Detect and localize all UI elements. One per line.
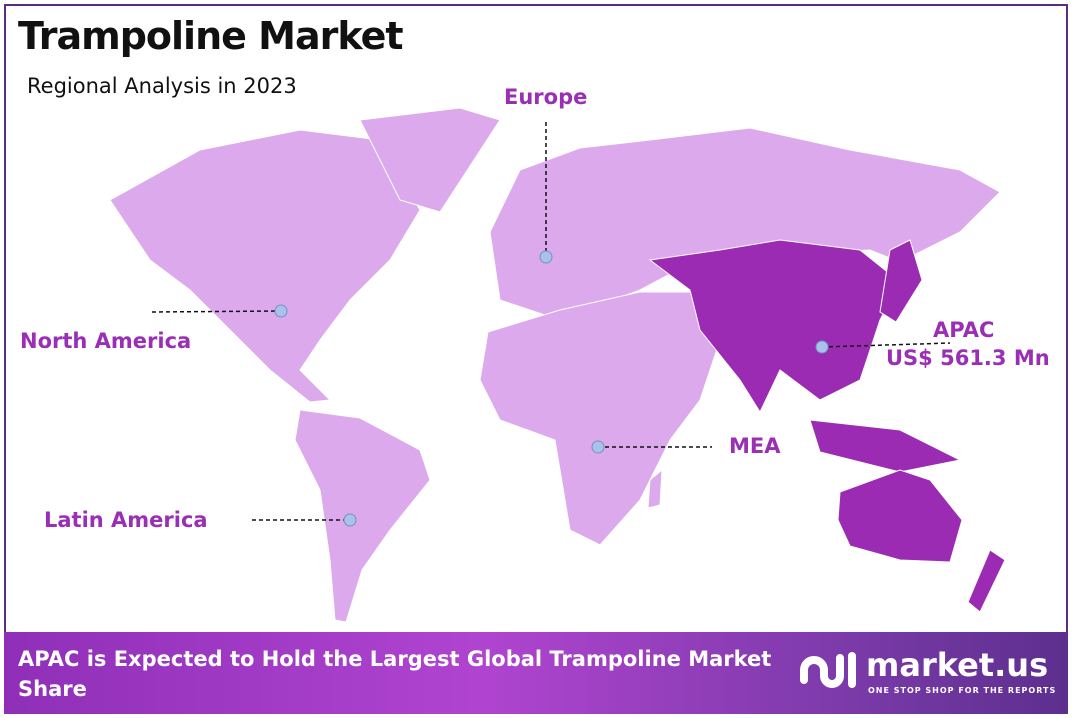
region-apac: [648, 239, 1006, 613]
marker-mea: [591, 440, 605, 454]
region-north-america: [109, 129, 421, 403]
logo-icon: [800, 652, 856, 688]
label-europe: Europe: [504, 85, 588, 109]
label-mea: MEA: [729, 434, 781, 458]
footer-text: APAC is Expected to Hold the Largest Glo…: [18, 647, 772, 701]
label-latin-america: Latin America: [44, 508, 208, 532]
marker-apac: [815, 340, 829, 354]
label-apac-value: US$ 561.3 Mn: [886, 346, 1050, 370]
marker-latin-america: [343, 513, 357, 527]
region-mea: [479, 291, 721, 546]
footer-banner: APAC is Expected to Hold the Largest Glo…: [4, 632, 1068, 714]
marker-europe: [539, 250, 553, 264]
region-latin-america: [294, 409, 431, 623]
region-greenland: [359, 107, 501, 213]
label-north-america: North America: [20, 329, 192, 353]
page-subtitle: Regional Analysis in 2023: [27, 74, 297, 98]
page-title: Trampoline Market: [18, 14, 404, 58]
marker-north-america: [274, 304, 288, 318]
label-apac: APAC: [933, 318, 995, 342]
market-us-logo: market.us ONE STOP SHOP FOR THE REPORTS: [796, 646, 1055, 696]
